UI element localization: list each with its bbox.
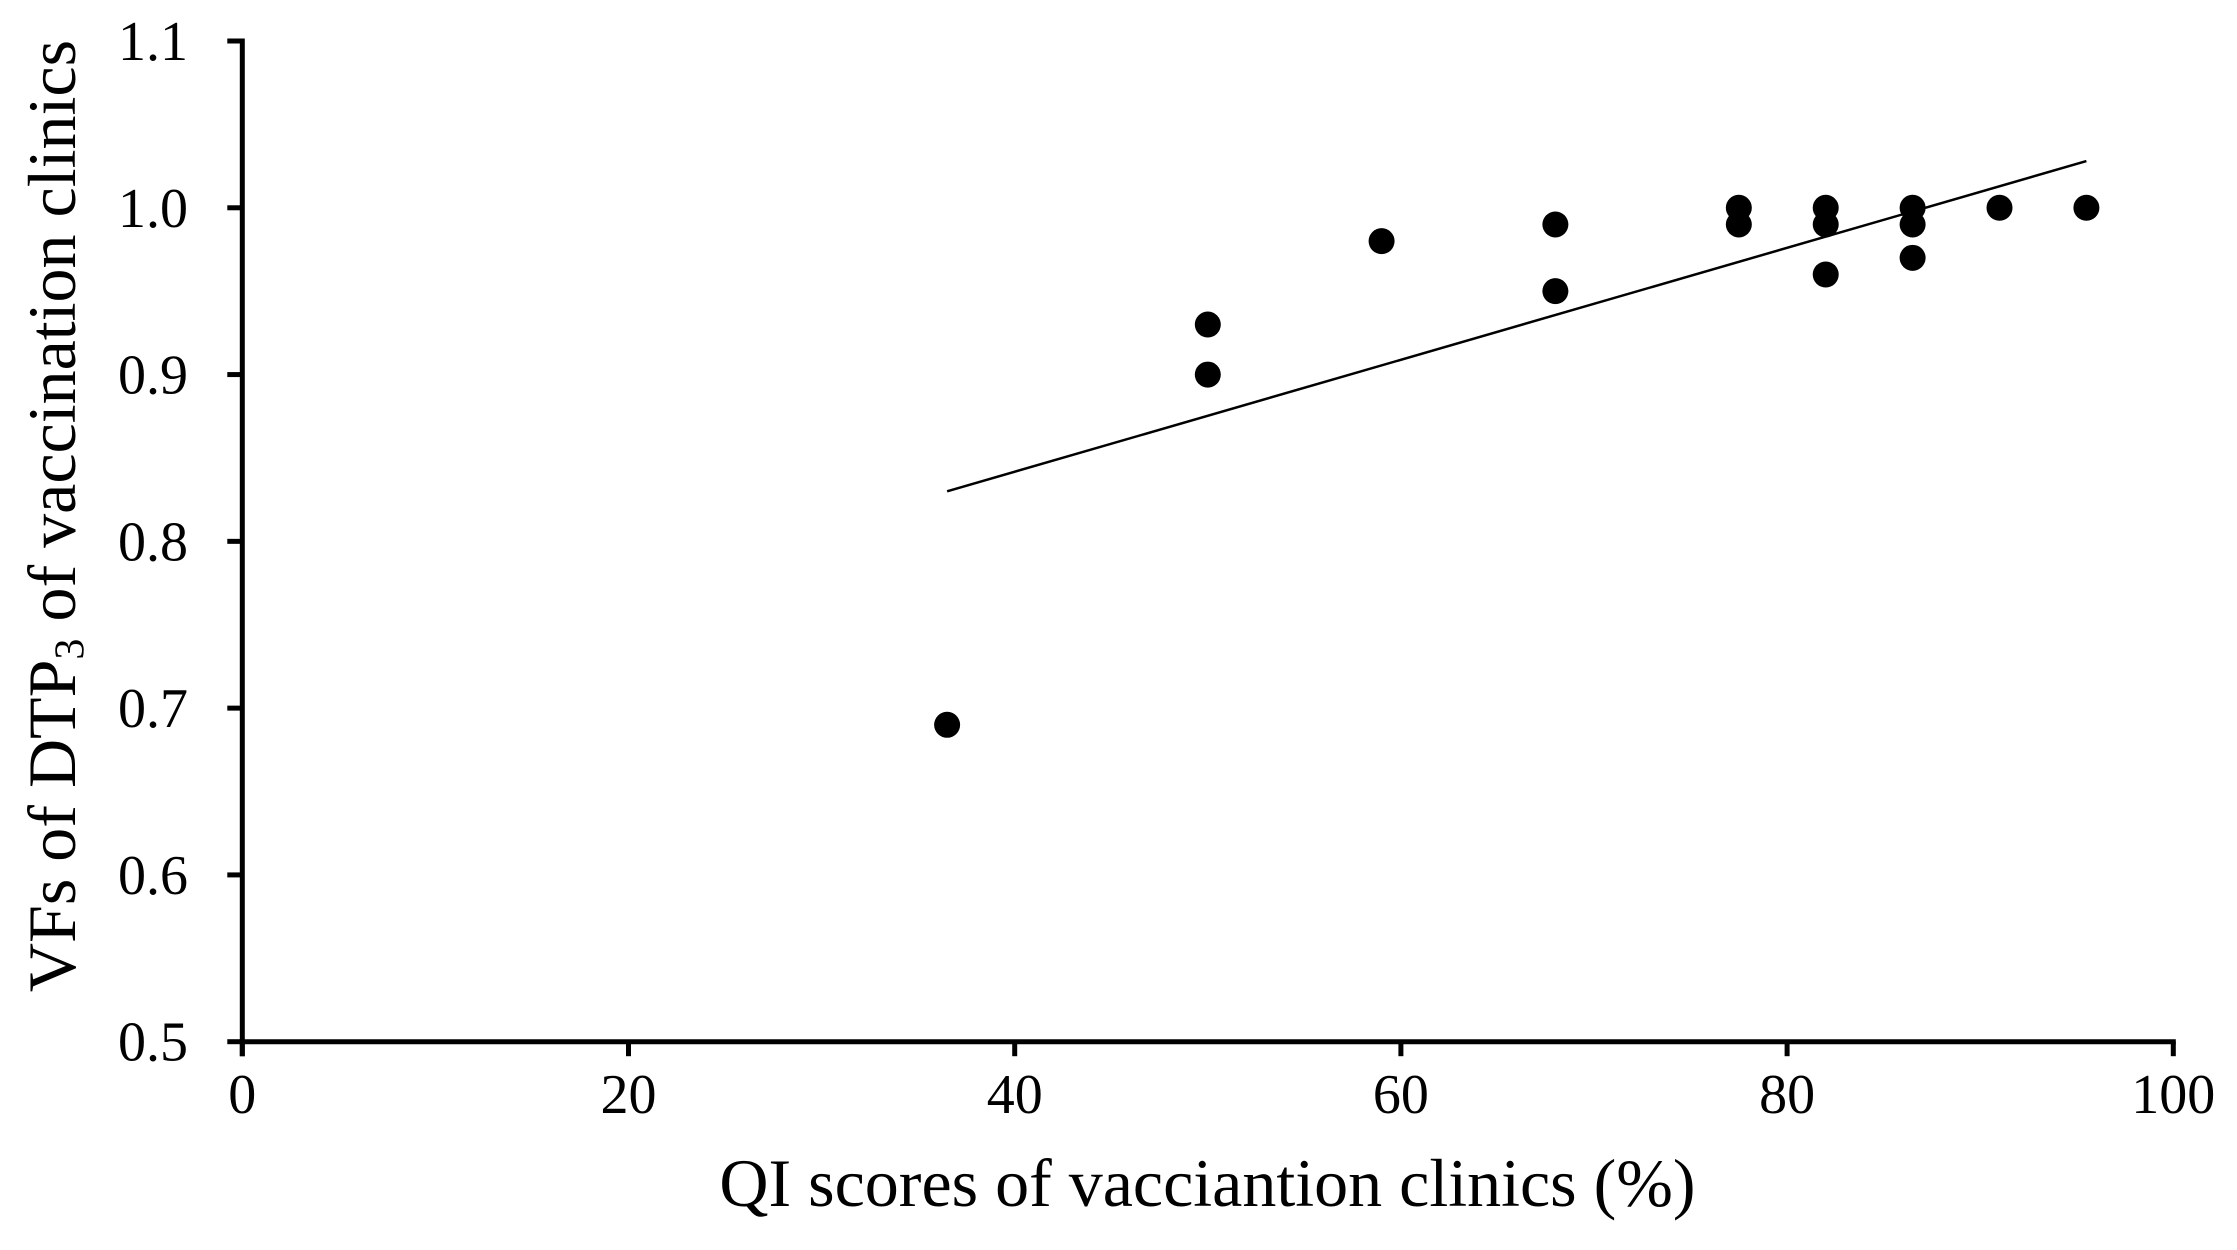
data-point xyxy=(1194,361,1221,388)
data-point xyxy=(934,711,961,738)
axes xyxy=(239,38,2176,1057)
data-point xyxy=(1986,194,2013,221)
data-point xyxy=(1542,278,1569,305)
data-point xyxy=(1542,211,1569,238)
data-points-group xyxy=(934,194,2100,738)
y-tick-label: 1.1 xyxy=(118,11,188,73)
data-point xyxy=(2073,194,2100,221)
x-tick-label: 60 xyxy=(1373,1064,1429,1126)
data-point xyxy=(1812,211,1839,238)
y-tick-label: 0.6 xyxy=(118,845,188,907)
data-point xyxy=(1812,261,1839,288)
y-tick-label: 0.7 xyxy=(118,678,188,740)
y-tick-label: 1.0 xyxy=(118,178,188,240)
y-axis-title: VFs of DTP3 of vaccination clinics xyxy=(14,0,93,1116)
y-axis-title-subscript: 3 xyxy=(46,638,94,660)
data-point xyxy=(1368,228,1395,255)
data-point xyxy=(1194,311,1221,338)
data-point xyxy=(1899,244,1926,271)
x-axis-title: QI scores of vacciantion clinics (%) xyxy=(242,1146,2173,1221)
tick-marks xyxy=(227,38,2176,1057)
y-tick-label: 0.8 xyxy=(118,511,188,573)
x-tick-label: 0 xyxy=(228,1064,256,1126)
x-tick-label: 40 xyxy=(987,1064,1043,1126)
y-tick-label: 0.5 xyxy=(118,1012,188,1074)
x-tick-label: 100 xyxy=(2131,1064,2215,1126)
y-axis-title-suffix: of vaccination clinics xyxy=(14,39,90,639)
x-tick-label: 80 xyxy=(1759,1064,1815,1126)
x-axis-title-text: QI scores of vacciantion clinics (%) xyxy=(719,1145,1696,1221)
data-point xyxy=(1725,211,1752,238)
tick-labels: 0 20 40 60 80 100 0.5 0.6 0.7 0.8 0.9 1.0 1.1 xyxy=(118,11,2215,1126)
y-tick-label: 0.9 xyxy=(118,345,188,407)
trendline xyxy=(946,159,2087,493)
x-tick-label: 20 xyxy=(601,1064,657,1126)
y-axis-title-prefix: VFs of DTP xyxy=(14,659,90,993)
trendline-group xyxy=(946,159,2087,493)
data-point xyxy=(1899,211,1926,238)
